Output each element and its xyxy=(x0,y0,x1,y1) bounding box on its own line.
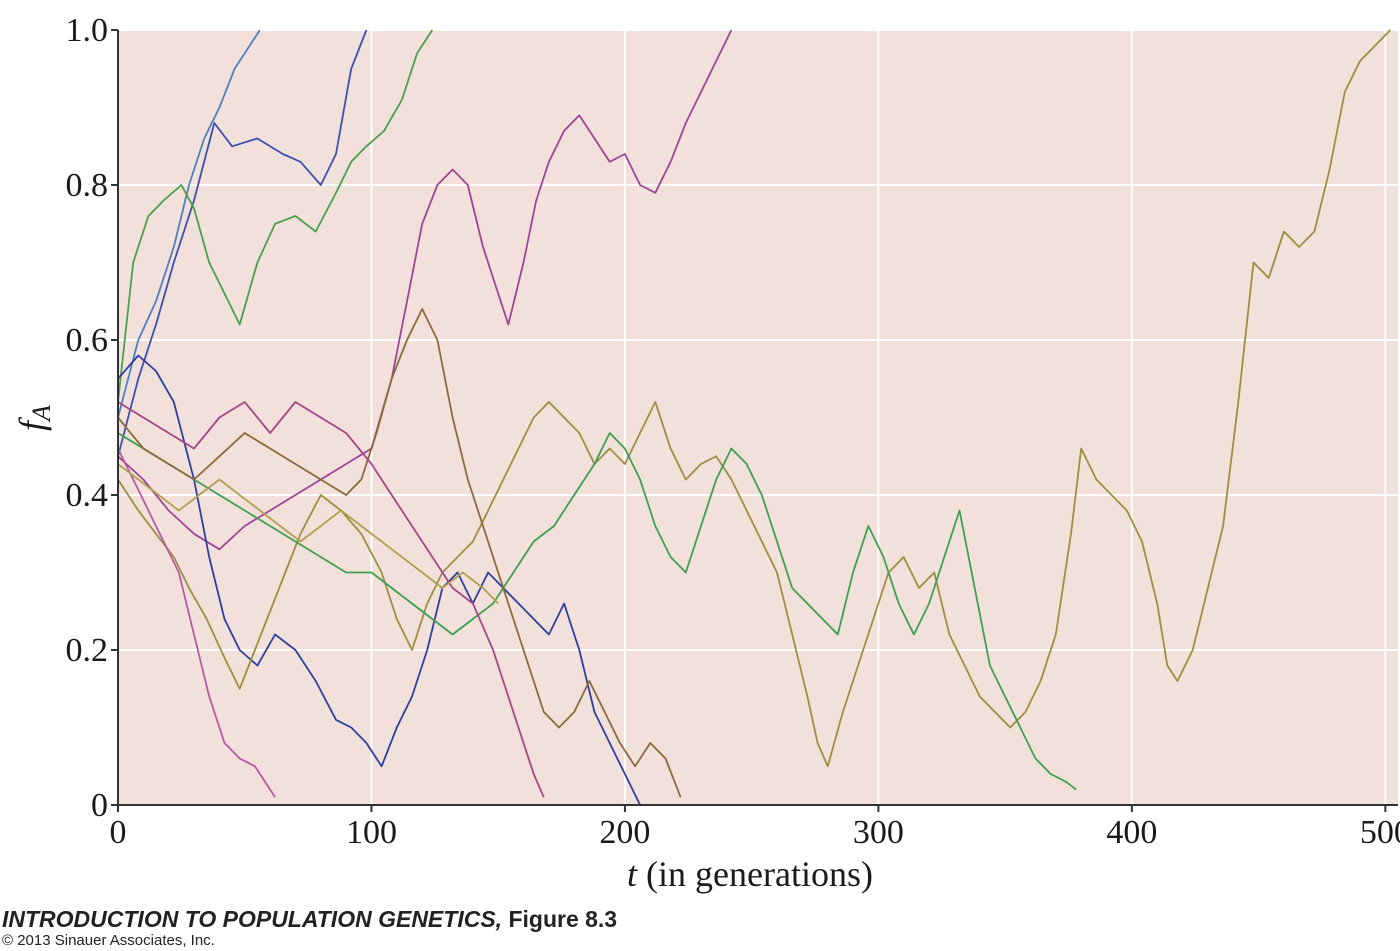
axes xyxy=(117,30,1398,806)
series-line-2 xyxy=(117,29,368,457)
y-ticks: 0 0.2 0.4 0.6 0.8 1.0 xyxy=(66,12,118,824)
series-line-6 xyxy=(117,29,1392,768)
y-tick-label: 0.6 xyxy=(66,322,109,359)
series-layer xyxy=(117,29,1392,806)
y-axis-label: fA xyxy=(12,405,56,431)
x-ticks: 0 100 200 300 400 500 xyxy=(110,805,1400,851)
series-line-8 xyxy=(117,308,682,798)
grid xyxy=(118,29,1398,805)
plot-area xyxy=(118,30,1398,805)
series-line-3 xyxy=(117,29,434,403)
x-tick-label: 500 xyxy=(1360,814,1400,851)
series-line-4 xyxy=(117,29,733,551)
x-tick-label: 200 xyxy=(599,814,650,851)
y-tick-label: 1.0 xyxy=(66,12,109,49)
series-line-7 xyxy=(117,432,1077,791)
x-tick-label: 300 xyxy=(853,814,904,851)
y-tick-label: 0 xyxy=(91,787,108,824)
y-tick-label: 0.8 xyxy=(66,167,109,204)
y-tick-label: 0.4 xyxy=(66,477,109,514)
drift-chart: 0 100 200 300 400 500 0 0.2 0.4 0.6 0.8 1.0 t (in … xyxy=(12,12,1400,894)
book-title: INTRODUCTION TO POPULATION GENETICS, xyxy=(2,906,503,932)
series-line-1 xyxy=(117,29,261,418)
x-tick-label: 400 xyxy=(1106,814,1157,851)
y-tick-label: 0.2 xyxy=(66,632,109,669)
x-axis-label: t (in generations) xyxy=(627,854,873,894)
series-line-5 xyxy=(117,354,641,806)
x-tick-label: 100 xyxy=(346,814,397,851)
figure-caption: INTRODUCTION TO POPULATION GENETICS, Fig… xyxy=(2,906,617,933)
series-line-11 xyxy=(117,463,499,605)
x-axis-var: t xyxy=(627,854,638,894)
series-line-10 xyxy=(117,448,276,798)
x-axis-rest: (in generations) xyxy=(637,854,873,894)
figure-number: Figure 8.3 xyxy=(502,906,618,932)
copyright-notice: © 2013 Sinauer Associates, Inc. xyxy=(2,932,215,949)
series-line-9 xyxy=(117,401,545,798)
y-axis-sub: A xyxy=(27,405,56,423)
x-tick-label: 0 xyxy=(110,814,127,851)
